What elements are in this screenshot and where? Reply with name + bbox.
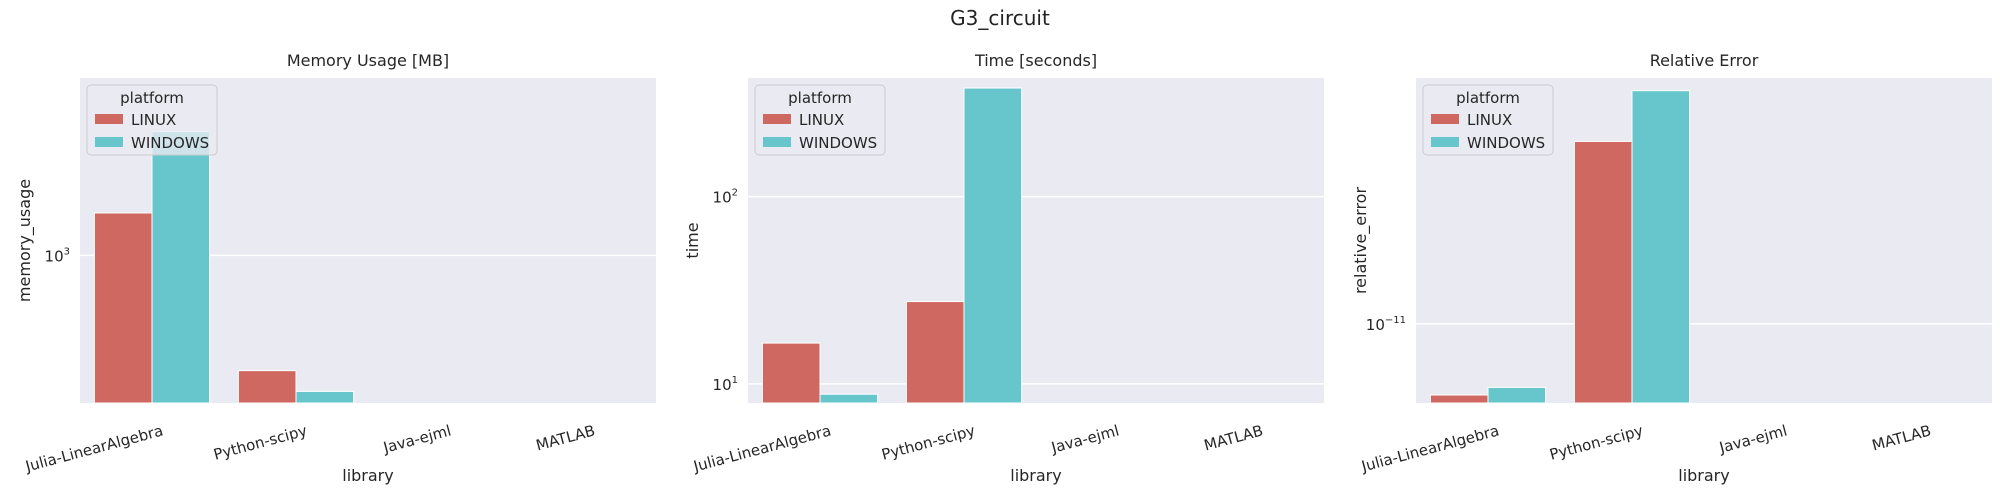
- legend-swatch-linux: [763, 114, 791, 124]
- bar-linux: [93, 212, 153, 404]
- legend-swatch-linux: [1431, 114, 1459, 124]
- chart-title: Memory Usage [MB]: [287, 51, 449, 70]
- y-tick-label: 102: [713, 188, 738, 207]
- y-axis-label: memory_usage: [15, 179, 35, 302]
- legend-label: LINUX: [1467, 111, 1512, 129]
- y-axis-label: relative_error: [1351, 187, 1371, 295]
- bar-linux: [237, 370, 297, 404]
- x-axis-label: library: [342, 466, 393, 485]
- y-tick-base: 10: [713, 189, 732, 207]
- x-tick-label: Julia-LinearAlgebra: [691, 421, 833, 475]
- chart-title: Time [seconds]: [974, 51, 1097, 70]
- x-tick-label: MATLAB: [534, 421, 597, 454]
- x-tick-label: Python-scipy: [880, 421, 978, 463]
- y-tick-exponent: 3: [64, 246, 70, 257]
- bar-windows: [963, 87, 1023, 404]
- legend-title: platform: [1456, 89, 1520, 107]
- bar-linux: [1573, 140, 1633, 404]
- legend-title: platform: [788, 89, 852, 107]
- x-tick-label: Java-ejml: [1716, 421, 1789, 457]
- bar-linux: [761, 342, 821, 404]
- bar-linux: [1429, 394, 1489, 404]
- bar-windows: [151, 131, 211, 404]
- chart-title: Relative Error: [1650, 51, 1759, 70]
- legend-swatch-windows: [95, 137, 123, 147]
- x-tick-label: Julia-LinearAlgebra: [1359, 421, 1501, 475]
- y-tick-base: 10: [1366, 316, 1385, 334]
- figure-title: G3_circuit: [950, 6, 1050, 30]
- legend-label: WINDOWS: [1467, 134, 1545, 152]
- bar-windows: [819, 393, 879, 404]
- x-tick-label: MATLAB: [1870, 421, 1933, 454]
- bar-windows: [1487, 386, 1547, 404]
- x-axis-label: library: [1010, 466, 1061, 485]
- legend-swatch-windows: [763, 137, 791, 147]
- x-tick-label: Julia-LinearAlgebra: [23, 421, 165, 475]
- y-tick-label: 101: [713, 375, 738, 394]
- y-tick-exponent: 1: [732, 375, 738, 386]
- legend-label: LINUX: [131, 111, 176, 129]
- legend-swatch-linux: [95, 114, 123, 124]
- bar-windows: [295, 390, 355, 404]
- legend-title: platform: [120, 89, 184, 107]
- y-tick-base: 10: [45, 247, 64, 265]
- y-axis-label: time: [683, 222, 702, 258]
- y-tick-label: 10−11: [1366, 315, 1406, 334]
- y-tick-exponent: −11: [1385, 315, 1406, 326]
- legend-label: WINDOWS: [131, 134, 209, 152]
- legend-label: LINUX: [799, 111, 844, 129]
- x-tick-label: Java-ejml: [1048, 421, 1121, 457]
- x-tick-label: Python-scipy: [212, 421, 310, 463]
- y-tick-base: 10: [713, 376, 732, 394]
- x-tick-label: Python-scipy: [1548, 421, 1646, 463]
- y-tick-exponent: 2: [732, 188, 738, 199]
- legend-label: WINDOWS: [799, 134, 877, 152]
- bar-linux: [905, 301, 965, 404]
- x-axis-label: library: [1678, 466, 1729, 485]
- x-tick-label: MATLAB: [1202, 421, 1265, 454]
- legend-swatch-windows: [1431, 137, 1459, 147]
- y-tick-label: 103: [45, 246, 70, 265]
- x-tick-label: Java-ejml: [380, 421, 453, 457]
- bar-windows: [1631, 90, 1691, 404]
